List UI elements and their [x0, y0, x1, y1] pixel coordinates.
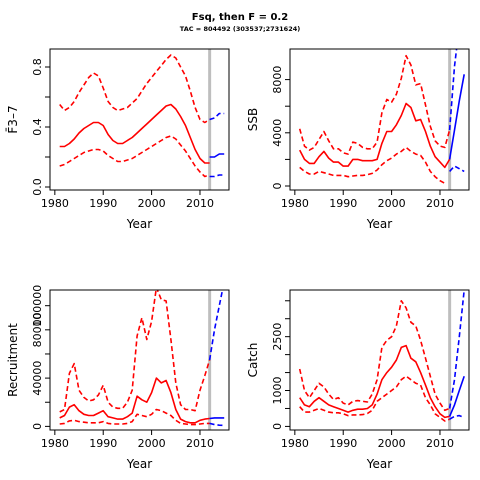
series-proj-lower: [449, 165, 465, 173]
x-tick-label: 1980: [41, 197, 69, 210]
y-tick-label: 4000: [271, 119, 284, 147]
series-proj-lower: [209, 422, 225, 427]
series-hist-median: [59, 377, 210, 424]
panel-ssb: 1980 1990 2000 2010 0 4000 8000 Year SSB: [246, 48, 470, 231]
series-proj-median: [448, 375, 465, 417]
series-proj-upper: [208, 290, 224, 361]
series-hist-lower: [59, 135, 210, 178]
series-hist-lower: [59, 408, 210, 426]
y-tick-label: 0.4: [31, 118, 44, 136]
y-tick-label: 1000: [271, 377, 284, 405]
x-tick-label: 2000: [378, 197, 406, 210]
series-hist-upper: [298, 54, 451, 155]
series-proj-upper: [448, 290, 465, 409]
plot-frame: [289, 289, 470, 431]
plot-area-f: [59, 49, 225, 190]
x-tick-label: 2010: [426, 437, 454, 450]
y-axis-label: Recruitment: [6, 323, 20, 397]
y-tick-label: 0: [31, 423, 44, 430]
x-tick-label: 1990: [329, 437, 357, 450]
figure-title: Fsq, then F = 0.2: [192, 12, 288, 23]
series-hist-median: [59, 103, 210, 164]
plot-area-catch: [298, 290, 465, 430]
y-tick-label: 0: [271, 183, 284, 190]
x-tick-label: 1980: [41, 437, 69, 450]
series-proj-median: [209, 153, 225, 158]
series-proj-lower: [449, 414, 465, 420]
series-proj-upper: [209, 112, 225, 121]
x-tick-label: 1980: [281, 437, 309, 450]
panel-catch: 1980 1990 2000 2010 0 1000 2500 Year Catch: [246, 289, 470, 471]
x-axis-label: Year: [366, 217, 392, 231]
y-axis-label: Catch: [246, 343, 260, 378]
x-tick-label: 2000: [378, 437, 406, 450]
series-proj-median: [209, 417, 225, 420]
y-tick-label: 0.8: [31, 58, 44, 76]
series-hist-median: [299, 344, 450, 419]
x-tick-label: 2010: [186, 437, 214, 450]
series-hist-lower: [299, 146, 446, 185]
y-tick-label: 40000: [31, 361, 44, 396]
y-axis-label: SSB: [246, 108, 260, 131]
series-hist-upper: [59, 290, 211, 413]
panel-f: 1980 1990 2000 2010 0.0 0.4 0.8 Year F̄3–7: [6, 48, 230, 231]
x-tick-label: 2000: [138, 437, 166, 450]
x-axis-label: Year: [366, 457, 392, 471]
y-axis-label: F̄3–7: [6, 105, 20, 133]
plot-frame: [49, 48, 230, 191]
plot-frame: [289, 48, 470, 191]
y-tick-label: 0: [271, 423, 284, 430]
y-tick-label: 2500: [271, 323, 284, 351]
x-tick-label: 2010: [426, 197, 454, 210]
y-tick-label: 0.0: [31, 178, 44, 196]
x-tick-label: 2010: [186, 197, 214, 210]
x-axis-label: Year: [126, 457, 152, 471]
series-hist-upper: [298, 299, 450, 412]
y-tick-label: 100000: [31, 285, 44, 327]
plot-area-ssb: [298, 49, 465, 190]
y-tick-label: 80000: [31, 312, 44, 347]
x-tick-label: 1980: [281, 197, 309, 210]
x-axis-label: Year: [126, 217, 152, 231]
series-hist-upper: [59, 54, 211, 124]
x-tick-label: 2000: [138, 197, 166, 210]
series-proj-lower: [209, 174, 225, 178]
series-proj-median: [448, 74, 465, 160]
x-tick-label: 1990: [329, 197, 357, 210]
plot-frame: [49, 289, 230, 431]
y-tick-label: 8000: [271, 66, 284, 94]
x-tick-label: 1990: [89, 197, 117, 210]
figure-subtitle: TAC = 804492 (303537;2731624): [180, 25, 300, 33]
series-hist-lower: [299, 375, 450, 422]
x-tick-label: 1990: [89, 437, 117, 450]
series-hist-median: [298, 102, 451, 169]
plot-area-rec: [59, 290, 225, 430]
